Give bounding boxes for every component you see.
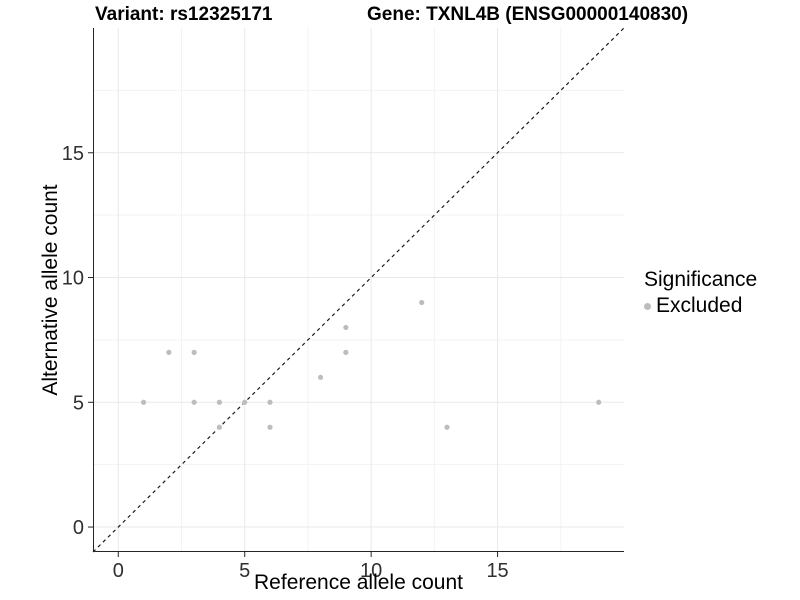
- legend: Significance Excluded: [644, 268, 757, 318]
- x-tick-label: 10: [360, 560, 382, 582]
- y-tick-label: 0: [73, 517, 84, 539]
- data-point: [343, 349, 349, 355]
- data-point: [267, 399, 273, 405]
- plot-title-gene: Gene: TXNL4B (ENSG00000140830): [367, 4, 689, 25]
- data-point: [317, 374, 324, 380]
- excluded-point-icon: [644, 302, 651, 310]
- data-point: [191, 349, 197, 355]
- y-tick-label: 15: [62, 143, 84, 165]
- x-tick-label: 15: [486, 560, 508, 582]
- data-point: [216, 424, 223, 430]
- y-axis-title: Alternative allele count: [39, 184, 62, 396]
- data-point: [267, 424, 273, 430]
- data-point: [140, 399, 147, 405]
- data-point: [343, 324, 349, 331]
- x-tick-label: 0: [113, 560, 124, 582]
- data-point: [596, 399, 602, 405]
- data-point: [242, 399, 248, 405]
- legend-title: Significance: [644, 268, 758, 291]
- legend-item-excluded: Excluded: [644, 294, 757, 318]
- identity-line: [92, 27, 625, 553]
- x-axis-title: Reference allele count: [254, 571, 463, 594]
- y-tick-label: 5: [73, 392, 84, 414]
- data-point: [216, 399, 223, 405]
- plot-title-variant: Variant: rs12325171: [95, 4, 273, 25]
- y-tick-label: 10: [62, 268, 84, 290]
- legend-item-label: Excluded: [656, 294, 743, 317]
- data-point: [419, 299, 425, 306]
- data-point: [444, 424, 450, 430]
- data-point: [191, 399, 197, 405]
- data-point: [166, 349, 172, 355]
- x-tick-label: 5: [239, 560, 250, 582]
- plot-panel: 0 5 10 15 0 5 10 15: [62, 27, 625, 582]
